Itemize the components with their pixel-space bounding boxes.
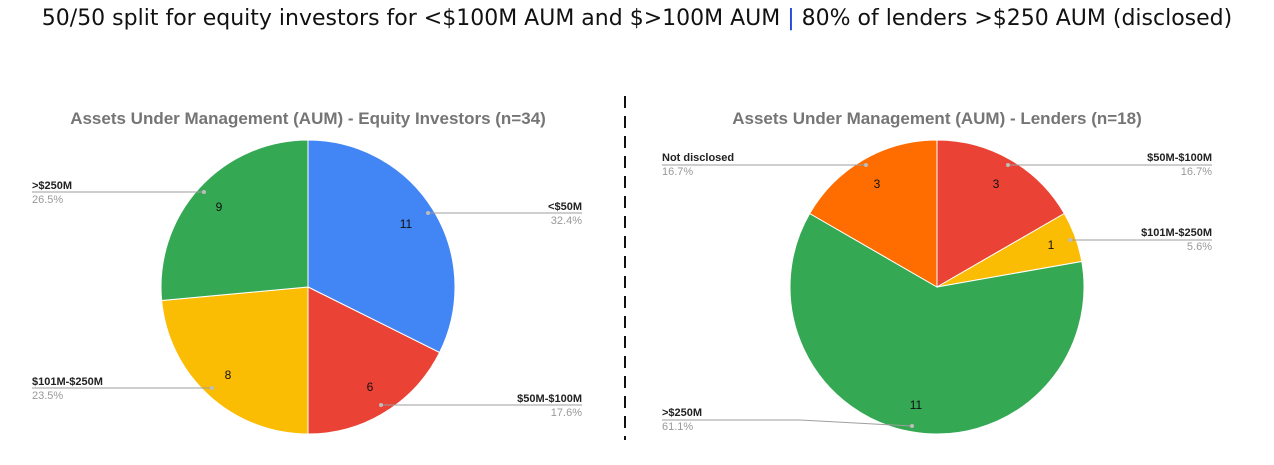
legend-label-250m: >$250M bbox=[662, 407, 702, 419]
leader-dot bbox=[379, 403, 383, 407]
slice-value-label: 11 bbox=[910, 398, 923, 412]
pie-slice-50m bbox=[307, 139, 456, 354]
pie-slice-101m-250m bbox=[161, 286, 309, 435]
slice-value-label: 11 bbox=[400, 217, 413, 231]
leader-dot bbox=[1006, 163, 1010, 167]
leader-dot bbox=[210, 386, 214, 390]
percent-label: 16.7% bbox=[662, 166, 693, 178]
headline-right: 80% of lenders >$250 AUM (disclosed) bbox=[801, 6, 1233, 31]
pie-slice-250m bbox=[160, 139, 309, 302]
legend-label-not-disclosed: Not disclosed bbox=[662, 152, 734, 164]
chart-title: Assets Under Management (AUM) - Equity I… bbox=[70, 109, 546, 128]
percent-label: 5.6% bbox=[1187, 241, 1212, 253]
headline-separator: | bbox=[787, 6, 795, 31]
legend-label-50m: <$50M bbox=[548, 201, 582, 213]
percent-label: 17.6% bbox=[551, 407, 582, 419]
leader-dot bbox=[202, 190, 206, 194]
headline: 50/50 split for equity investors for <$1… bbox=[0, 6, 1274, 31]
leader-dot bbox=[426, 211, 430, 215]
slice-value-label: 1 bbox=[1048, 238, 1055, 252]
percent-label: 23.5% bbox=[32, 390, 63, 402]
slice-value-label: 8 bbox=[225, 368, 232, 382]
percent-label: 26.5% bbox=[32, 194, 63, 206]
equity-pie-chart: Assets Under Management (AUM) - Equity I… bbox=[32, 109, 582, 435]
legend-label-50m-100m: $50M-$100M bbox=[1147, 152, 1212, 164]
slice-value-label: 9 bbox=[216, 200, 223, 214]
legend-label-101m-250m: $101M-$250M bbox=[32, 376, 103, 388]
leader-dot bbox=[910, 424, 914, 428]
leader-dot bbox=[864, 163, 868, 167]
leader-dot bbox=[1068, 238, 1072, 242]
leader-line bbox=[662, 419, 913, 427]
legend-label-250m: >$250M bbox=[32, 180, 72, 192]
slice-value-label: 3 bbox=[874, 177, 881, 191]
slice-value-label: 3 bbox=[993, 177, 1000, 191]
chart-title: Assets Under Management (AUM) - Lenders … bbox=[732, 109, 1142, 128]
pie-slice-250m bbox=[789, 212, 1085, 435]
percent-label: 16.7% bbox=[1181, 166, 1212, 178]
pie-slice-not-disclosed bbox=[809, 139, 938, 288]
percent-label: 61.1% bbox=[662, 421, 693, 433]
slice-value-label: 6 bbox=[367, 380, 374, 394]
legend-label-101m-250m: $101M-$250M bbox=[1141, 227, 1212, 239]
pie-slice-50m-100m bbox=[936, 139, 1065, 288]
lenders-pie-chart: Assets Under Management (AUM) - Lenders … bbox=[662, 109, 1212, 435]
legend-label-50m-100m: $50M-$100M bbox=[517, 393, 582, 405]
headline-left: 50/50 split for equity investors for <$1… bbox=[41, 6, 781, 31]
pie-slice-50m-100m bbox=[307, 286, 441, 435]
percent-label: 32.4% bbox=[551, 215, 582, 227]
